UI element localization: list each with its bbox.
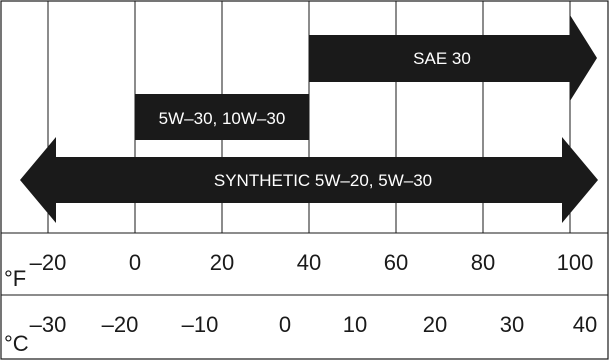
celsius-tick-label: 10 xyxy=(343,312,367,337)
fahrenheit-tick-label: 100 xyxy=(557,250,594,275)
fahrenheit-tick-label: 20 xyxy=(210,250,234,275)
band-5w30-10w30-label: 5W–30, 10W–30 xyxy=(159,109,286,128)
fahrenheit-unit-label: °F xyxy=(4,266,26,291)
fahrenheit-tick-label: 0 xyxy=(129,250,141,275)
celsius-tick-label: –20 xyxy=(102,312,139,337)
celsius-unit-label: °C xyxy=(4,331,29,356)
celsius-tick-label: –30 xyxy=(30,312,67,337)
band-5w30-10w30: 5W–30, 10W–30 xyxy=(135,94,309,140)
fahrenheit-tick-label: 80 xyxy=(471,250,495,275)
celsius-tick-label: 30 xyxy=(500,312,524,337)
band-sae-30-arrow xyxy=(309,15,597,101)
celsius-tick-label: 0 xyxy=(279,312,291,337)
band-synthetic-arrow xyxy=(20,137,598,223)
fahrenheit-scale: °F –20 0 20 40 60 80 100 xyxy=(4,250,593,291)
fahrenheit-tick-label: 40 xyxy=(297,250,321,275)
fahrenheit-tick-label: 60 xyxy=(384,250,408,275)
band-synthetic: SYNTHETIC 5W–20, 5W–30 xyxy=(20,137,598,223)
celsius-tick-label: 40 xyxy=(573,312,597,337)
celsius-tick-label: 20 xyxy=(423,312,447,337)
band-synthetic-label: SYNTHETIC 5W–20, 5W–30 xyxy=(214,171,432,190)
band-5w30-10w30-bar xyxy=(135,94,309,140)
celsius-tick-label: –10 xyxy=(182,312,219,337)
fahrenheit-tick-label: –20 xyxy=(30,250,67,275)
band-sae-30-label: SAE 30 xyxy=(413,49,471,68)
celsius-scale: °C –30 –20 –10 0 10 20 30 40 xyxy=(4,312,597,356)
band-sae-30: SAE 30 xyxy=(309,15,597,101)
